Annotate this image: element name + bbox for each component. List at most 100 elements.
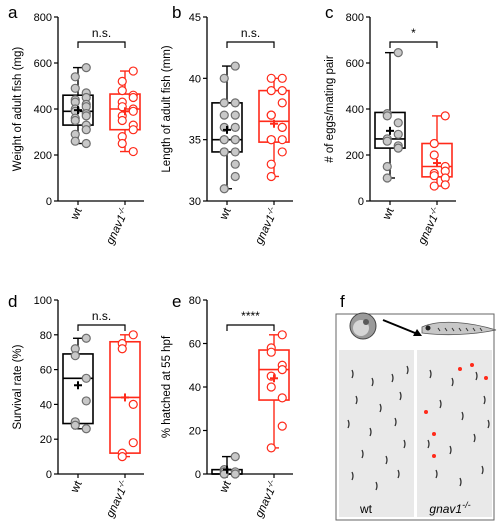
larva-mark — [394, 417, 397, 427]
photo-panel-f: f wt gnav1-/- — [335, 292, 497, 521]
gene-name: gnav1 — [104, 213, 128, 246]
data-point — [81, 373, 91, 383]
data-point — [81, 111, 91, 121]
x-category-label: gnav1-/- — [251, 205, 281, 247]
data-point — [230, 110, 240, 120]
larva-mark — [461, 411, 464, 421]
panel-letter: e — [172, 292, 181, 311]
larva-image — [421, 321, 497, 336]
data-point — [128, 146, 138, 157]
y-tick-label: 400 — [34, 104, 52, 116]
y-tick-label: 0 — [46, 196, 52, 208]
larva-mark — [475, 371, 478, 381]
larva-pigment — [458, 327, 462, 332]
y-tick-label: 40 — [40, 399, 52, 411]
y-tick-label: 20 — [40, 434, 52, 446]
data-point — [266, 171, 276, 182]
x-category-label: wt — [218, 205, 234, 222]
hatched-marker-dot — [432, 454, 436, 458]
larva-mark — [429, 369, 432, 379]
chart-panel-a: a 0 200 400 600 800 Weight of adult fish (mg) w… — [8, 3, 144, 247]
larva-mark — [481, 465, 484, 475]
y-axis-label: Length of adult fish (mm) — [161, 45, 173, 172]
data-point — [382, 173, 392, 183]
data-point — [117, 452, 127, 462]
larva-mark — [406, 365, 409, 375]
data-point — [81, 396, 91, 406]
y-axis-label: Weight of adult fish (mg) — [12, 47, 24, 172]
larva-pigment — [437, 327, 441, 332]
iqr-box — [62, 94, 94, 126]
larva-pigment — [444, 327, 448, 332]
y-tick-label: 60 — [40, 365, 52, 377]
larva-mark — [473, 433, 476, 443]
larva-eye — [425, 325, 431, 331]
panel-letter: f — [340, 292, 345, 311]
egg-embryo — [363, 319, 369, 325]
panel-letter: c — [325, 3, 334, 22]
y-tick-label: 800 — [34, 12, 52, 24]
data-point — [266, 110, 276, 120]
larva-mark — [449, 445, 452, 455]
data-point — [81, 125, 91, 135]
data-point — [230, 98, 240, 108]
data-point — [266, 159, 276, 169]
chart-panel-d: d 0 20 40 60 80 100 Survival rate (%) wt gnav1-/-… — [8, 292, 144, 520]
larva-mark — [435, 469, 438, 479]
data-point — [70, 136, 80, 146]
larva-mark — [483, 395, 486, 405]
data-point — [277, 421, 287, 431]
data-point — [277, 85, 287, 96]
data-point — [128, 330, 138, 340]
data-point — [277, 393, 287, 403]
larva-mark — [451, 377, 454, 387]
data-point — [266, 443, 276, 453]
larva-mark — [347, 419, 350, 429]
data-point — [266, 382, 276, 392]
larva-mark — [351, 471, 354, 481]
data-point — [117, 76, 127, 87]
arrow-icon — [382, 319, 421, 336]
data-point — [219, 98, 229, 108]
embryo-egg-image — [349, 312, 377, 340]
dish-photo-wt — [339, 350, 414, 517]
larva-pigment — [472, 327, 476, 332]
data-point — [81, 62, 91, 73]
data-point — [81, 424, 91, 434]
data-point — [70, 83, 80, 93]
data-point — [382, 136, 392, 146]
y-tick-label: 45 — [189, 12, 201, 24]
hatched-marker-dot — [458, 367, 462, 371]
data-point — [277, 135, 287, 145]
data-point — [230, 61, 240, 71]
y-tick-label: 0 — [46, 469, 52, 481]
y-tick-label: 800 — [346, 12, 364, 24]
y-tick-label: 80 — [189, 295, 201, 307]
data-point — [128, 66, 138, 76]
y-tick-label: 0 — [358, 196, 364, 208]
y-tick-label: 400 — [346, 104, 364, 116]
x-category-label: wt — [69, 205, 85, 222]
data-point — [266, 73, 276, 83]
data-point — [219, 135, 229, 145]
data-point — [117, 344, 127, 354]
larva-mark — [379, 403, 382, 413]
hatched-marker-dot — [484, 376, 488, 380]
data-point — [81, 138, 91, 149]
gene-name: gnav1 — [253, 486, 277, 519]
y-tick-label: 200 — [34, 150, 52, 162]
y-tick-label: 600 — [34, 58, 52, 70]
data-point — [219, 184, 229, 194]
y-tick-label: 30 — [189, 196, 201, 208]
larva-mark — [351, 369, 354, 379]
x-category-label: gnav1-/- — [102, 205, 132, 247]
larva-mark — [439, 399, 442, 409]
data-point — [277, 98, 287, 108]
data-point — [277, 365, 287, 375]
larva-mark — [397, 469, 400, 479]
data-point — [230, 135, 240, 145]
panel-letter: b — [172, 3, 181, 22]
data-point — [70, 72, 80, 82]
y-tick-label: 35 — [189, 135, 201, 147]
